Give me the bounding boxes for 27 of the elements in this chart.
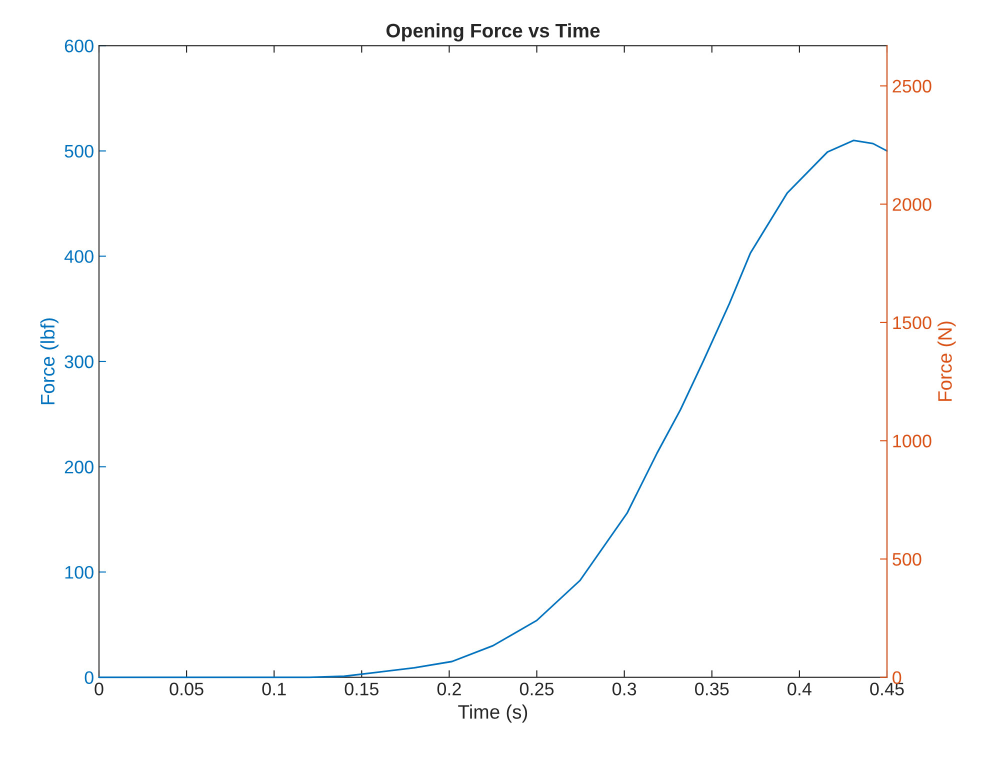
x-tick-label: 0.3 — [612, 682, 636, 696]
x-tick-label: 0.4 — [788, 682, 812, 696]
y2-tick-label: 0 — [892, 671, 902, 684]
y-tick-label: 0 — [84, 671, 94, 684]
x-tick-label: 0.45 — [870, 682, 904, 696]
x-tick-label: 0.05 — [170, 682, 204, 696]
x-tick-label: 0.1 — [262, 682, 286, 696]
x-tick-label: 0.25 — [520, 682, 554, 696]
x-tick-label: 0.2 — [437, 682, 461, 696]
x-tick-label: 0.35 — [695, 682, 729, 696]
y2-tick-label: 1500 — [893, 316, 932, 330]
x-tick-label: 0 — [94, 682, 104, 696]
y-axis-title: Force (lbf) — [40, 318, 58, 404]
y2-tick-label: 500 — [892, 552, 922, 566]
x-axis-title: Time (s) — [458, 704, 528, 723]
y2-tick-label: 1000 — [893, 434, 932, 448]
y-tick-label: 200 — [64, 460, 94, 474]
y-tick-label: 500 — [64, 144, 94, 158]
y-tick-label: 100 — [65, 566, 94, 579]
y-tick-label: 400 — [64, 250, 94, 263]
x-tick-label: 0.15 — [344, 682, 378, 696]
y2-tick-label: 2000 — [892, 198, 932, 211]
chart-title: Opening Force vs Time — [386, 23, 600, 42]
y2-tick-label: 2500 — [892, 80, 932, 93]
y2-axis-title: Force (N) — [938, 322, 956, 401]
y-tick-label: 600 — [64, 40, 94, 52]
y-tick-label: 300 — [64, 355, 94, 368]
